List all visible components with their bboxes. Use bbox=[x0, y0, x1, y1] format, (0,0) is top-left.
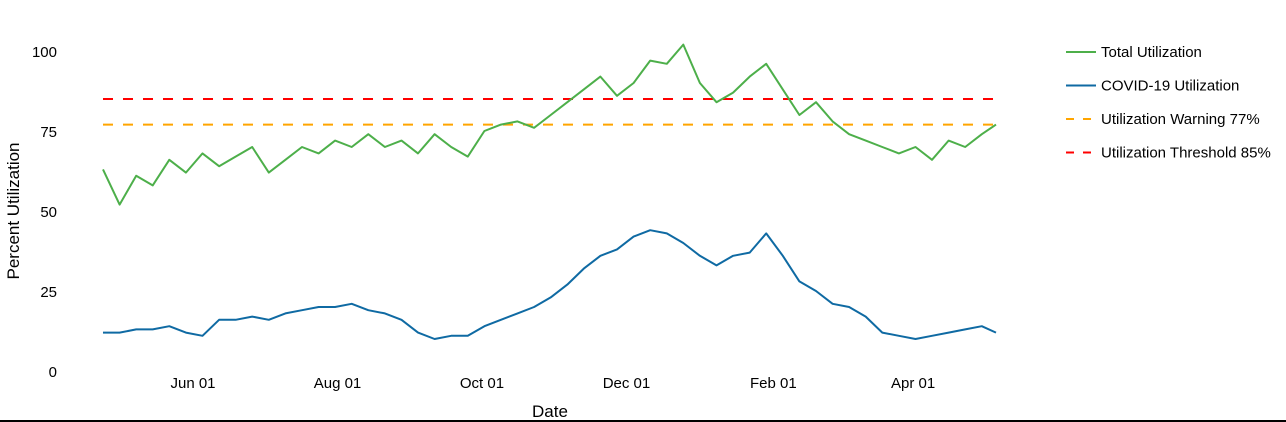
y-tick-label: 25 bbox=[40, 284, 57, 301]
x-tick-label: Dec 01 bbox=[603, 375, 651, 392]
legend: Total Utilization COVID-19 Utilization Uti… bbox=[1066, 44, 1271, 162]
series-covid-19-utilization bbox=[103, 229, 997, 340]
legend-item: COVID-19 Utilization bbox=[1066, 78, 1239, 95]
y-axis-ticks: 0 25 50 75 100 bbox=[32, 44, 57, 381]
y-tick-label: 0 bbox=[49, 364, 57, 381]
y-tick-label: 100 bbox=[32, 44, 57, 61]
legend-item: Utilization Warning 77% bbox=[1066, 111, 1260, 128]
x-tick-label: Jun 01 bbox=[170, 375, 215, 392]
y-axis-label: Percent Utilization bbox=[4, 142, 23, 279]
x-tick-label: Apr 01 bbox=[891, 375, 935, 392]
legend-label: Total Utilization bbox=[1101, 44, 1202, 61]
x-tick-label: Feb 01 bbox=[750, 375, 797, 392]
bottom-border bbox=[0, 420, 1286, 422]
legend-item: Utilization Threshold 85% bbox=[1066, 145, 1271, 162]
x-tick-label: Oct 01 bbox=[460, 375, 504, 392]
y-tick-label: 50 bbox=[40, 204, 57, 221]
x-axis-ticks: Jun 01 Aug 01 Oct 01 Dec 01 Feb 01 Apr 01 bbox=[170, 375, 935, 392]
x-axis-label: Date bbox=[532, 402, 568, 421]
legend-label: COVID-19 Utilization bbox=[1101, 78, 1239, 95]
y-tick-label: 75 bbox=[40, 124, 57, 141]
legend-item: Total Utilization bbox=[1066, 44, 1202, 61]
legend-label: Utilization Warning 77% bbox=[1101, 111, 1260, 128]
legend-label: Utilization Threshold 85% bbox=[1101, 145, 1271, 162]
x-tick-label: Aug 01 bbox=[314, 375, 362, 392]
series-layer bbox=[102, 43, 997, 340]
